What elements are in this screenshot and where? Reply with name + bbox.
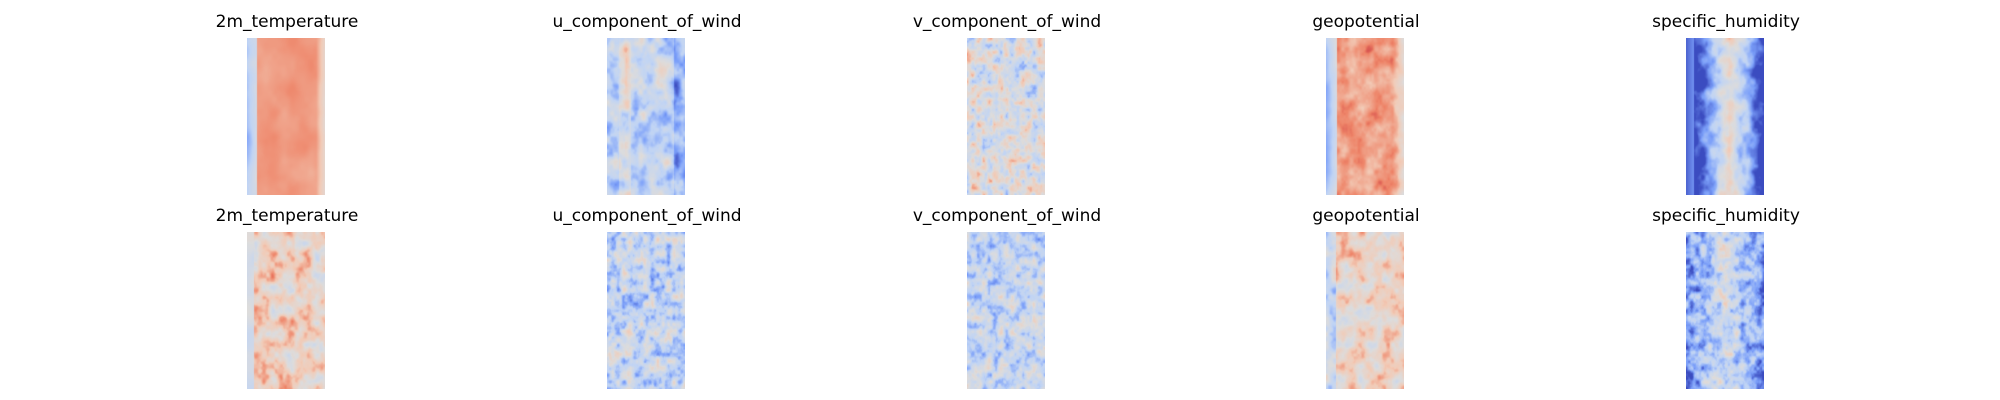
panel-title: specific_humidity (1652, 206, 1800, 226)
heatmap-image (1326, 38, 1404, 195)
panel-title: u_component_of_wind (552, 206, 742, 226)
heatmap-image (1686, 232, 1764, 389)
panel-title: 2m_temperature (215, 206, 359, 226)
panel-title: specific_humidity (1652, 12, 1800, 32)
heatmap-image (607, 38, 685, 195)
panel-title: geopotential (1312, 12, 1420, 32)
panel-title: u_component_of_wind (552, 12, 742, 32)
heatmap-image (247, 38, 325, 195)
heatmap-image (967, 232, 1045, 389)
heatmap-image (1686, 38, 1764, 195)
panel-title: v_component_of_wind (912, 12, 1102, 32)
panel-title: 2m_temperature (215, 12, 359, 32)
panel-title: v_component_of_wind (912, 206, 1102, 226)
heatmap-image (247, 232, 325, 389)
heatmap-image (967, 38, 1045, 195)
panel-title: geopotential (1312, 206, 1420, 226)
heatmap-image (607, 232, 685, 389)
heatmap-image (1326, 232, 1404, 389)
